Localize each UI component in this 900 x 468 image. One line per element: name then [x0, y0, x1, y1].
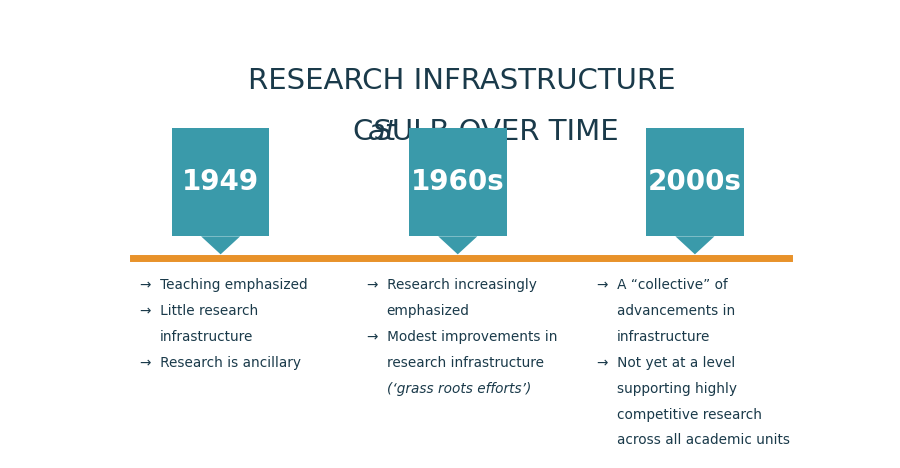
Text: →  Teaching emphasized: → Teaching emphasized [140, 278, 308, 292]
Text: (‘grass roots efforts’): (‘grass roots efforts’) [387, 381, 531, 395]
Polygon shape [438, 236, 477, 255]
Polygon shape [201, 236, 240, 255]
Text: 1949: 1949 [182, 168, 259, 196]
FancyBboxPatch shape [409, 128, 507, 236]
Text: supporting highly: supporting highly [616, 381, 737, 395]
FancyBboxPatch shape [646, 128, 743, 236]
Text: →  A “collective” of: → A “collective” of [598, 278, 728, 292]
Text: infrastructure: infrastructure [160, 329, 253, 344]
Text: emphasized: emphasized [387, 304, 470, 318]
FancyBboxPatch shape [172, 128, 269, 236]
Text: RESEARCH INFRASTRUCTURE: RESEARCH INFRASTRUCTURE [248, 67, 675, 95]
Text: infrastructure: infrastructure [616, 329, 710, 344]
Text: →  Research is ancillary: → Research is ancillary [140, 356, 302, 370]
Polygon shape [675, 236, 715, 255]
Text: advancements in: advancements in [616, 304, 735, 318]
Text: across all academic units: across all academic units [616, 433, 790, 447]
Text: CSULB OVER TIME: CSULB OVER TIME [353, 118, 618, 146]
Text: →  Little research: → Little research [140, 304, 258, 318]
Text: →  Modest improvements in: → Modest improvements in [367, 329, 558, 344]
Text: competitive research: competitive research [616, 408, 761, 422]
Text: →  Research increasingly: → Research increasingly [367, 278, 537, 292]
Text: 2000s: 2000s [648, 168, 742, 196]
Text: →  Not yet at a level: → Not yet at a level [598, 356, 735, 370]
Text: at: at [368, 118, 397, 146]
Text: 1960s: 1960s [411, 168, 505, 196]
Text: research infrastructure: research infrastructure [387, 356, 544, 370]
